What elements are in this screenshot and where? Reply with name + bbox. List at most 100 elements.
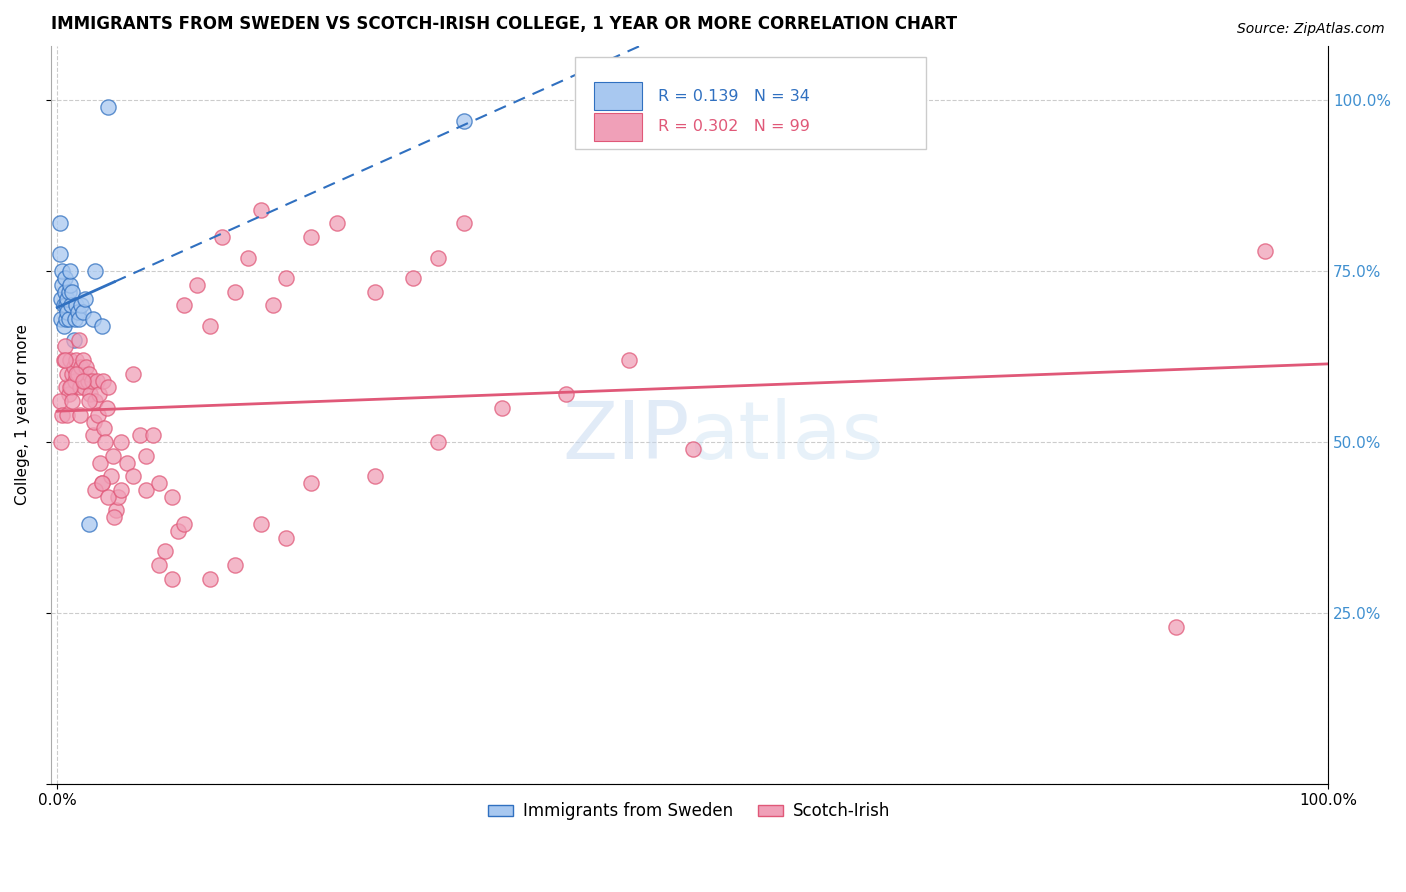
- Point: [70, 359, 93, 374]
- Point: [103, 510, 125, 524]
- Point: [274, 271, 297, 285]
- Point: [155, 544, 177, 558]
- Point: [56, 367, 79, 381]
- Point: [55, 298, 77, 312]
- Point: [97, 490, 120, 504]
- Point: [72, 374, 94, 388]
- Point: [48, 247, 70, 261]
- Point: [49, 312, 72, 326]
- Point: [52, 353, 75, 368]
- Point: [1253, 244, 1275, 258]
- Point: [56, 305, 79, 319]
- Point: [402, 271, 425, 285]
- Point: [186, 277, 208, 292]
- Text: Source: ZipAtlas.com: Source: ZipAtlas.com: [1237, 22, 1385, 37]
- Point: [93, 421, 115, 435]
- Text: atlas: atlas: [689, 398, 884, 475]
- Point: [224, 285, 246, 299]
- Point: [617, 353, 640, 368]
- Point: [62, 333, 84, 347]
- Point: [62, 359, 84, 374]
- Point: [110, 435, 132, 450]
- Point: [53, 353, 76, 368]
- Text: IMMIGRANTS FROM SWEDEN VS SCOTCH-IRISH COLLEGE, 1 YEAR OR MORE CORRELATION CHART: IMMIGRANTS FROM SWEDEN VS SCOTCH-IRISH C…: [51, 15, 957, 33]
- Point: [80, 374, 103, 388]
- Point: [89, 456, 111, 470]
- Point: [262, 298, 284, 312]
- Point: [167, 524, 190, 538]
- Point: [97, 380, 120, 394]
- Point: [58, 312, 80, 326]
- Point: [62, 285, 84, 299]
- Point: [90, 476, 112, 491]
- Point: [51, 277, 73, 292]
- Point: [79, 387, 101, 401]
- Point: [211, 230, 233, 244]
- Point: [84, 264, 107, 278]
- Point: [53, 271, 76, 285]
- Point: [83, 415, 105, 429]
- Point: [364, 285, 387, 299]
- Point: [224, 558, 246, 572]
- Point: [148, 476, 170, 491]
- Point: [48, 394, 70, 409]
- Point: [554, 387, 576, 401]
- Point: [84, 483, 107, 497]
- Point: [67, 312, 90, 326]
- Point: [65, 298, 87, 312]
- Point: [63, 374, 86, 388]
- Point: [82, 312, 104, 326]
- Point: [62, 394, 84, 409]
- Point: [70, 298, 93, 312]
- Point: [52, 318, 75, 333]
- Point: [160, 572, 183, 586]
- Point: [249, 516, 271, 531]
- Point: [299, 230, 322, 244]
- Point: [66, 305, 89, 319]
- Point: [48, 216, 70, 230]
- Point: [75, 292, 97, 306]
- Point: [101, 449, 124, 463]
- Point: [63, 312, 86, 326]
- Point: [274, 531, 297, 545]
- FancyBboxPatch shape: [593, 112, 643, 141]
- Point: [51, 264, 73, 278]
- Point: [453, 216, 475, 230]
- Point: [326, 216, 349, 230]
- Point: [60, 298, 83, 312]
- Point: [128, 428, 150, 442]
- Point: [55, 380, 77, 394]
- Point: [122, 367, 145, 381]
- Point: [115, 456, 138, 470]
- Point: [53, 285, 76, 299]
- Point: [75, 359, 97, 374]
- Point: [104, 503, 127, 517]
- Point: [141, 428, 163, 442]
- Point: [62, 367, 84, 381]
- Point: [77, 516, 100, 531]
- Point: [1164, 619, 1187, 633]
- Point: [236, 251, 259, 265]
- Legend: Immigrants from Sweden, Scotch-Irish: Immigrants from Sweden, Scotch-Irish: [482, 796, 897, 827]
- Point: [75, 374, 97, 388]
- Point: [53, 339, 76, 353]
- Point: [173, 298, 195, 312]
- Point: [135, 483, 157, 497]
- Point: [90, 318, 112, 333]
- Point: [56, 292, 79, 306]
- Point: [77, 367, 100, 381]
- Point: [72, 353, 94, 368]
- Point: [122, 469, 145, 483]
- Point: [97, 100, 120, 114]
- Point: [148, 558, 170, 572]
- Point: [427, 435, 450, 450]
- Point: [58, 387, 80, 401]
- Point: [160, 490, 183, 504]
- FancyBboxPatch shape: [575, 57, 925, 149]
- Point: [59, 353, 82, 368]
- Point: [87, 408, 110, 422]
- Point: [173, 516, 195, 531]
- Point: [52, 298, 75, 312]
- Text: ZIP: ZIP: [562, 398, 689, 475]
- Point: [69, 380, 91, 394]
